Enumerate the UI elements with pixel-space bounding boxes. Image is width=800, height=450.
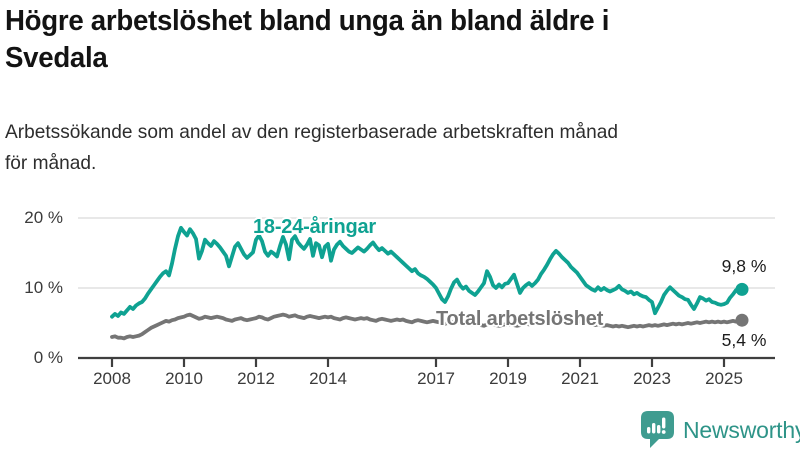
series-end-dot — [735, 282, 749, 296]
newsworthy-logo-text: Newsworthy — [683, 416, 800, 443]
series-line — [110, 225, 744, 319]
series-line — [110, 312, 744, 341]
page-title-line-2: Svedala — [5, 42, 108, 74]
page-title: Högre arbetslöshet bland unga än bland ä… — [5, 3, 609, 77]
chart-subtitle: Arbetssökande som andel av den registerb… — [5, 117, 618, 178]
chart-subtitle-line-2: för månad. — [5, 151, 97, 174]
page-title-line-1: Högre arbetslöshet bland unga än bland ä… — [5, 5, 610, 37]
series-end-dot — [735, 313, 749, 327]
chart-subtitle-line-1: Arbetssökande som andel av den registerb… — [5, 121, 618, 143]
newsworthy-logo-icon — [641, 411, 674, 448]
newsworthy-logo: Newsworthy — [641, 411, 800, 449]
